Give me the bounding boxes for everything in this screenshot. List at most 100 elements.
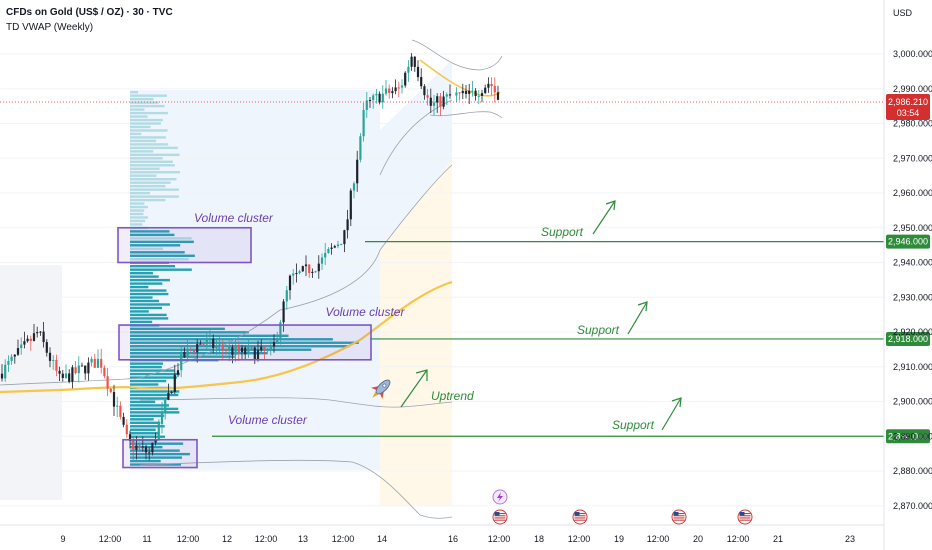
volume-profile-bar	[130, 139, 157, 143]
candle-body	[301, 266, 304, 272]
candle-body	[381, 93, 384, 103]
candle-body	[279, 322, 282, 339]
candle-body	[311, 271, 314, 273]
volume-profile-bar	[130, 411, 180, 414]
indicator-label: TD VWAP (Weekly)	[6, 22, 93, 33]
candle-body	[250, 347, 253, 349]
volume-profile-bar	[130, 191, 151, 195]
candle-body	[141, 446, 144, 448]
candle-body	[61, 373, 64, 378]
flag-canton	[673, 512, 679, 516]
volume-profile-bar	[130, 174, 157, 177]
time-tick-label: 18	[534, 534, 544, 544]
us-flag-event-icon	[737, 509, 753, 525]
uptrend-label: Uptrend	[431, 389, 474, 403]
time-tick-label: 16	[448, 534, 458, 544]
lightning-glyph	[497, 492, 503, 502]
volume-cluster-label: Volume cluster	[228, 413, 308, 427]
candle-body	[368, 99, 372, 101]
vwap-upper-band-3	[379, 99, 453, 176]
candle-body	[416, 66, 420, 78]
candle-body	[74, 367, 77, 374]
currency-label[interactable]: USD	[893, 8, 913, 18]
volume-profile-bar	[130, 271, 153, 275]
flag-stripe	[574, 519, 586, 521]
volume-profile-bar	[130, 428, 156, 431]
uptrend-arrow	[400, 369, 428, 408]
candle-body	[128, 434, 132, 441]
flag-stripe	[739, 519, 751, 521]
volume-profile-bar	[130, 452, 190, 456]
volume-profile-bar	[130, 289, 167, 292]
us-flag-event-icon	[492, 509, 508, 525]
candle-body	[55, 359, 58, 371]
volume-profile-bar	[130, 376, 177, 379]
rocket-fins	[370, 386, 384, 400]
volume-profile-bar	[130, 251, 185, 254]
volume-profile-bar	[130, 153, 180, 157]
price-tick-label: 2,910.000	[893, 362, 932, 372]
price-tick-label: 2,940.000	[893, 258, 932, 268]
volume-cluster-box	[122, 438, 198, 469]
candle-body	[253, 347, 256, 360]
time-tick-label: 12:00	[727, 534, 750, 544]
candle-body	[410, 56, 413, 67]
candle-body	[455, 92, 458, 96]
candle-body	[468, 90, 471, 94]
candle-body	[186, 348, 189, 358]
candle-body	[461, 90, 464, 94]
price-axis[interactable]: 3,000.000 2,990.000 2,980.000 2,970.000 2,96…	[893, 49, 932, 511]
volume-profile-bar	[130, 167, 160, 170]
candle-body	[205, 340, 208, 345]
price-tick-label: 2,930.000	[893, 292, 932, 302]
candle-body	[42, 331, 45, 343]
volume-profile-bar	[130, 94, 167, 97]
support-price-value: 2,946.000	[888, 237, 928, 247]
volume-profile-bar	[130, 205, 148, 209]
volume-profile-bar	[130, 432, 159, 435]
candle-body	[221, 344, 224, 350]
support-label: Support	[541, 225, 584, 239]
profile-range-rect	[130, 90, 380, 470]
candle-body	[199, 343, 202, 345]
candle-body	[336, 244, 340, 247]
volume-cluster-label: Volume cluster	[326, 305, 406, 319]
candle-body	[477, 95, 480, 97]
volume-profile-bar	[130, 393, 179, 397]
candle-body	[80, 365, 84, 367]
flag-stripe	[673, 515, 685, 517]
volume-profile-bar	[130, 122, 161, 125]
candle-body	[112, 391, 116, 407]
volume-profile-bar	[130, 400, 156, 404]
candle-body	[154, 440, 157, 443]
candle-body	[474, 90, 477, 97]
volume-profile-bar	[130, 348, 312, 351]
candle-body	[362, 109, 365, 137]
support-label: Support	[612, 418, 655, 432]
price-tick-label: 2,900.000	[893, 397, 932, 407]
support-arrow-head	[637, 301, 648, 312]
support-arrow-head	[605, 200, 616, 211]
us-flag-event-icon	[572, 509, 588, 525]
volume-profile-bar	[130, 219, 146, 223]
candle-body	[439, 96, 442, 107]
volume-profile-bar	[130, 362, 163, 365]
time-tick-label: 12:00	[177, 534, 200, 544]
candle-body	[263, 346, 266, 352]
candle-body	[64, 373, 68, 378]
candle-body	[189, 348, 192, 351]
volume-profile-bar	[130, 195, 179, 198]
volume-profile-bar	[130, 212, 144, 216]
volume-cluster-boxes: Volume cluster Volume cluster Volume clust…	[117, 211, 406, 469]
candle-body	[7, 360, 10, 365]
volume-profile-bar	[130, 157, 163, 160]
candle-body	[346, 219, 349, 231]
price-tick-label: 2,990.000	[893, 84, 932, 94]
candle-body	[26, 338, 29, 342]
candle-body	[208, 338, 212, 341]
candle-body	[359, 136, 362, 160]
time-axis[interactable]: 9 12:00 11 12:00 12 12:00 13 12:00 14 16 12:00 18 12…	[60, 534, 855, 544]
candle-body	[384, 88, 388, 94]
vwap-upper-band-2	[0, 164, 453, 386]
